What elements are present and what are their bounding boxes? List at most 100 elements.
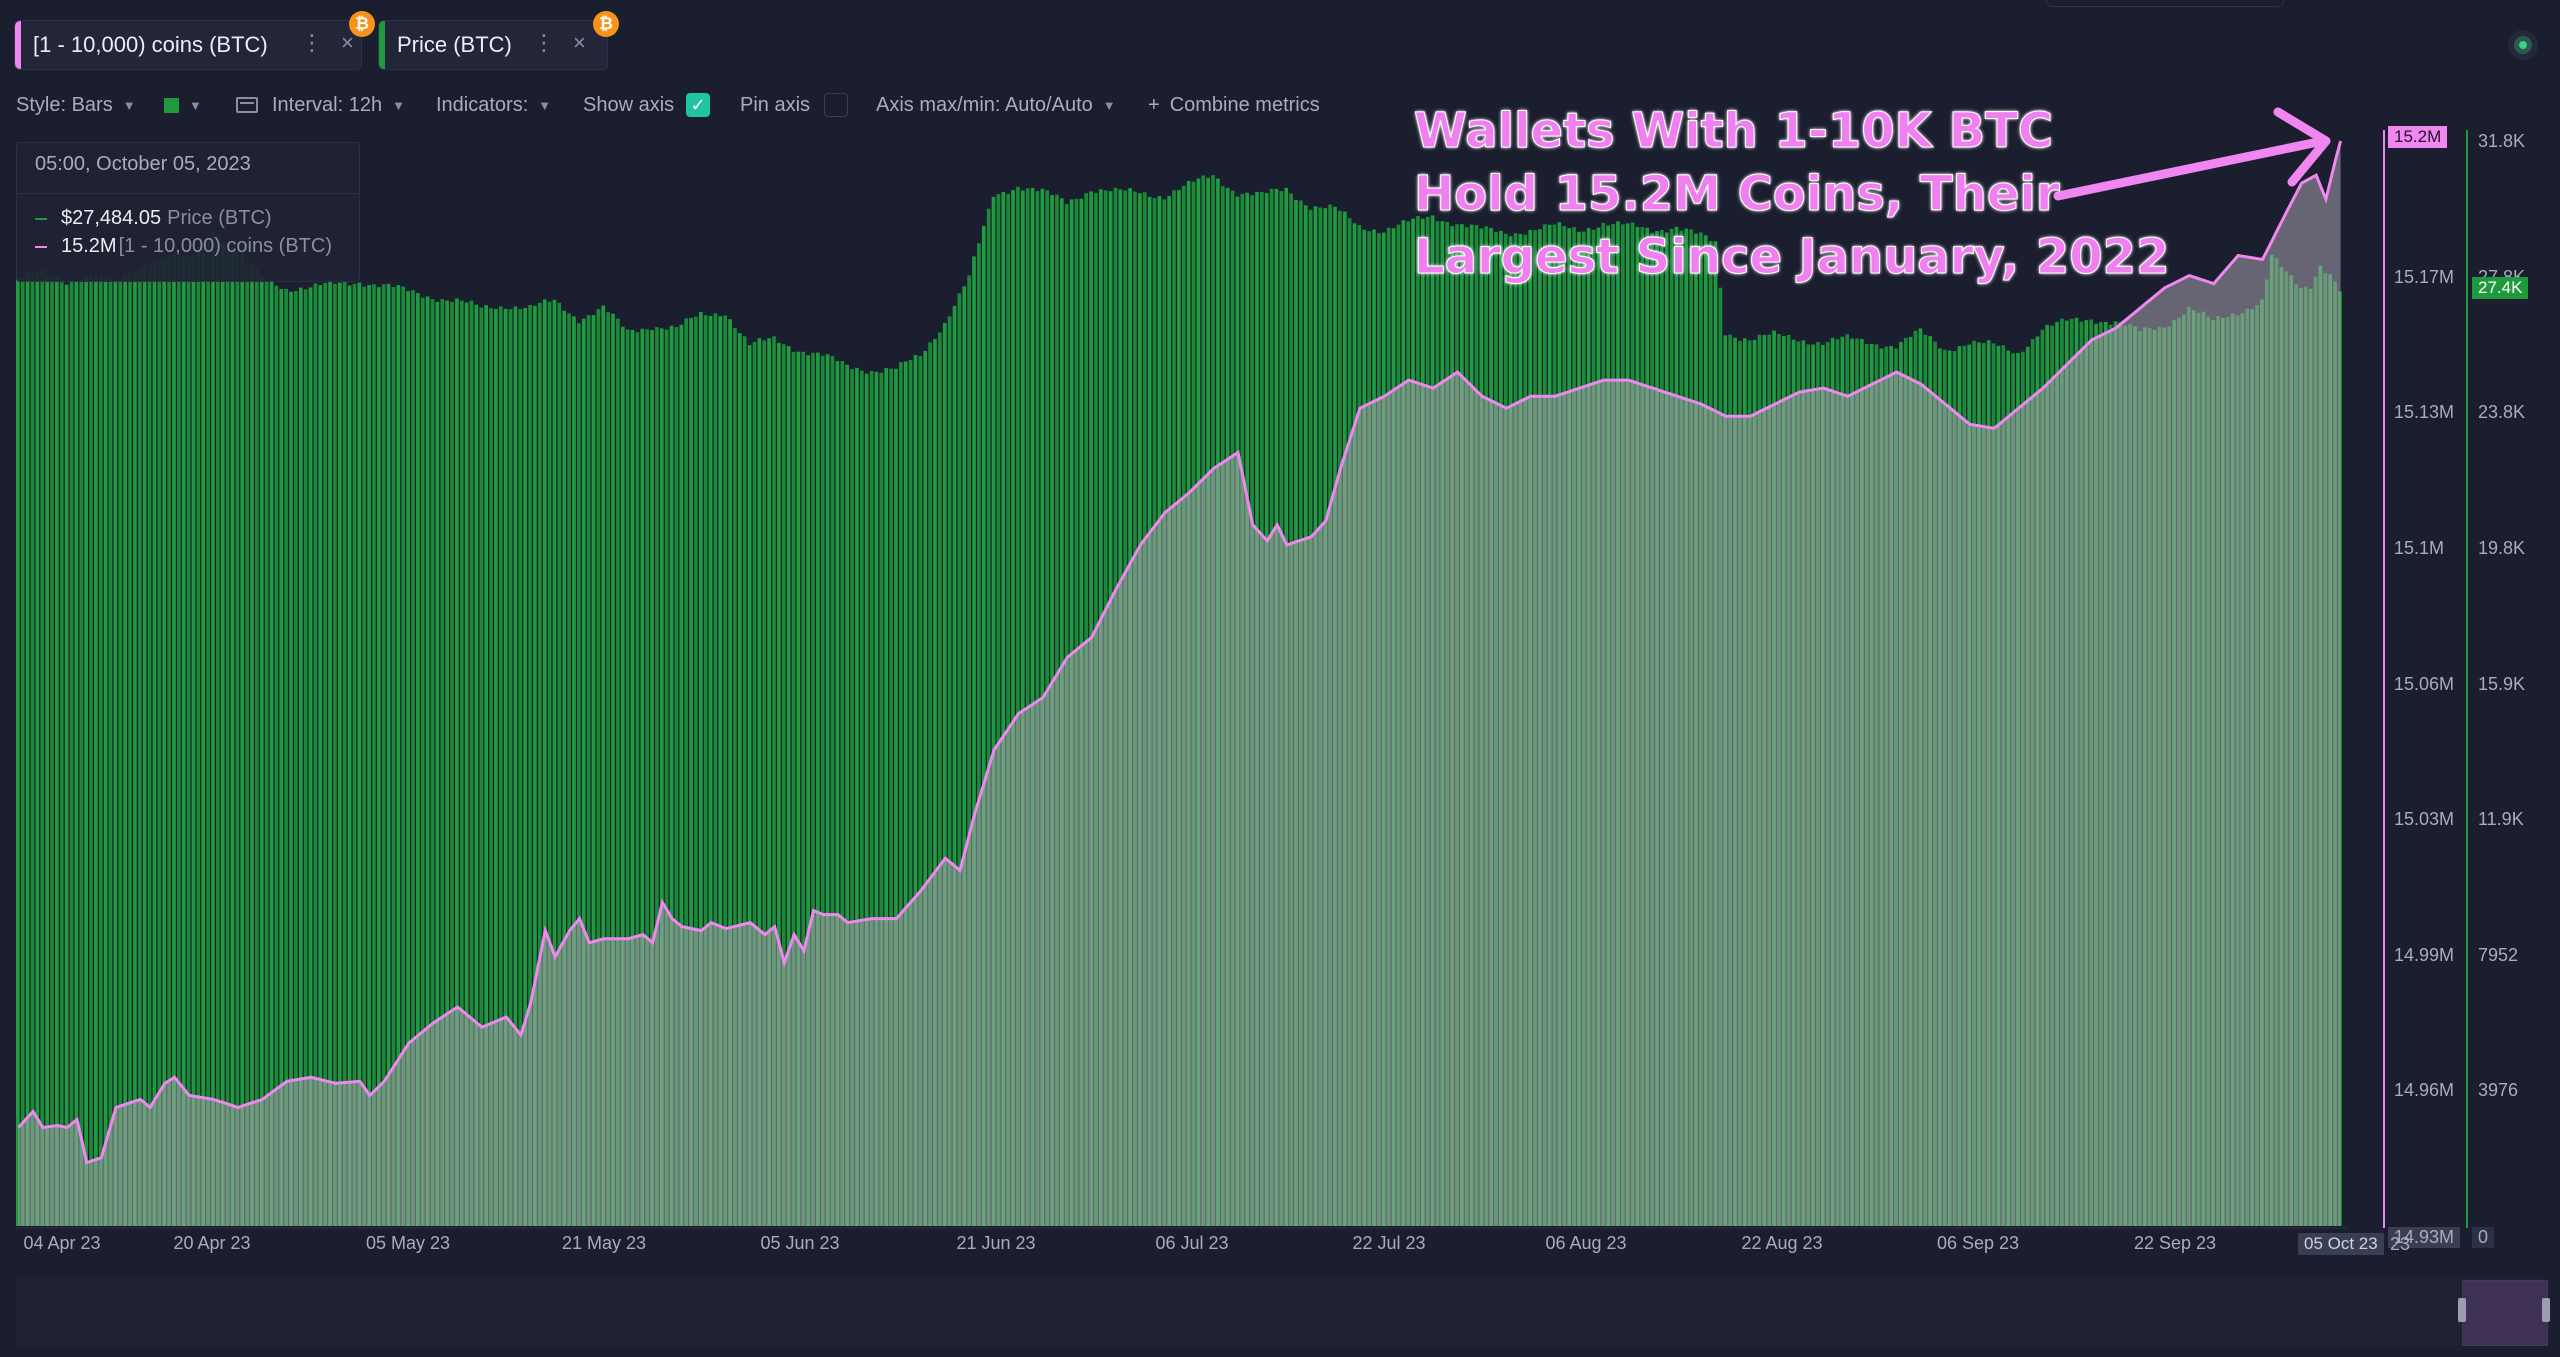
price-axis-tick: 15.9K [2478, 673, 2526, 694]
price-bar [738, 333, 742, 1226]
legend-date: 05:00, October 05, 2023 [35, 153, 251, 175]
price-bar [977, 243, 981, 1226]
price-bar [616, 318, 620, 1227]
price-bar [645, 329, 649, 1226]
price-bar [289, 291, 293, 1227]
metric-tab-price[interactable]: Price (BTC) ⋮ × ₿ [378, 11, 619, 70]
price-bar [435, 301, 440, 1226]
pin-axis-toggle[interactable]: Pin axis [740, 90, 849, 120]
metric-color-stripe [379, 21, 385, 69]
price-bar [464, 302, 469, 1227]
annotation-line: Largest Since January, 2022 [1414, 229, 2170, 286]
x-axis-tick: 22 Aug 23 [1741, 1233, 1823, 1253]
price-bar [913, 355, 918, 1226]
price-bar [323, 282, 328, 1226]
legend-price-value: $27,484.05 [61, 207, 162, 229]
axis-maxmin-label: Axis max/min: Auto/Auto [876, 93, 1093, 116]
price-bar [108, 279, 113, 1226]
calendar-icon [236, 97, 258, 113]
price-bar [279, 289, 284, 1226]
status-indicator-icon[interactable] [2514, 36, 2532, 54]
x-axis-tick: 21 May 23 [561, 1233, 647, 1253]
price-bar [703, 315, 708, 1227]
price-bar [650, 330, 654, 1226]
price-bar [503, 308, 508, 1226]
price-bar [484, 305, 489, 1227]
price-bar [523, 307, 528, 1226]
axis-maxmin-dropdown[interactable]: Axis max/min: Auto/Auto ▼ [876, 90, 1116, 120]
x-axis-tick: 04 Apr 23 [23, 1233, 101, 1253]
price-bar [430, 298, 435, 1226]
price-bar [596, 309, 601, 1226]
price-bar [635, 332, 640, 1227]
metric-color-stripe [15, 21, 21, 69]
combine-metrics-button[interactable]: + Combine metrics [1148, 90, 1320, 120]
price-bar [742, 336, 747, 1226]
coins-axis-tick: 15.03M [2394, 809, 2455, 830]
price-bar [137, 266, 142, 1226]
price-bar [850, 369, 854, 1226]
interval-dropdown[interactable]: Interval: 12h ▼ [236, 90, 405, 120]
chevron-down-icon: ▼ [392, 97, 405, 113]
annotation-line: Hold 15.2M Coins, Their [1414, 166, 2061, 223]
price-bar [542, 299, 547, 1226]
price-bar [991, 196, 996, 1226]
price-bar [445, 300, 449, 1227]
coins-axis-tick: 15.1M [2394, 537, 2445, 558]
price-bar [811, 352, 815, 1226]
navigator-handle-right[interactable] [2542, 1298, 2550, 1322]
price-bar [420, 297, 425, 1226]
price-bar [698, 311, 703, 1227]
price-bar [611, 313, 615, 1226]
price-bar [406, 291, 410, 1226]
price-bar [50, 277, 54, 1227]
coins-current-tag: 15.2M [2388, 126, 2448, 148]
price-bar [723, 315, 728, 1227]
price-bar [869, 371, 874, 1226]
price-axis-tick: 0 [2472, 1227, 2495, 1248]
price-bar [401, 286, 406, 1226]
price-bar [557, 302, 562, 1226]
price-bar [752, 341, 757, 1226]
price-bar [1006, 193, 1010, 1227]
price-bar [591, 315, 596, 1226]
price-bar [528, 304, 532, 1226]
checkbox-unchecked-icon[interactable] [824, 93, 849, 117]
price-bar [377, 287, 381, 1226]
price-bar [859, 370, 864, 1226]
price-bar [777, 342, 781, 1227]
price-bar [269, 279, 274, 1227]
x-axis-tick: 05 May 23 [365, 1233, 451, 1253]
checkbox-checked-icon[interactable]: ✓ [686, 93, 711, 117]
price-bar [69, 280, 74, 1226]
show-axis-toggle[interactable]: Show axis ✓ [583, 90, 711, 120]
close-icon[interactable]: × [341, 30, 354, 55]
chevron-down-icon: ▼ [122, 97, 136, 113]
price-bar [894, 368, 898, 1226]
price-bar [381, 284, 386, 1226]
interval-label: Interval: 12h [272, 93, 383, 116]
price-bar [879, 372, 884, 1226]
coins-axis-tick: 15.13M [2394, 402, 2455, 423]
time-navigator[interactable] [16, 1278, 2546, 1346]
price-bar [923, 350, 928, 1227]
price-bar [781, 344, 786, 1226]
price-bar [791, 351, 796, 1227]
price-axis-tick: 3976 [2478, 1080, 2519, 1101]
navigator-handle-left[interactable] [2458, 1298, 2466, 1322]
indicators-dropdown[interactable]: Indicators: ▼ [436, 90, 551, 120]
more-options-icon[interactable]: ⋮ [301, 30, 323, 55]
price-bar [830, 356, 835, 1226]
metric-tab-coins[interactable]: [1 - 10,000) coins (BTC) ⋮ × ₿ [14, 11, 375, 70]
navigator-window[interactable] [2462, 1280, 2548, 1346]
coins-axis-tick: 15.17M [2394, 266, 2455, 287]
close-icon[interactable]: × [573, 30, 586, 55]
color-picker[interactable]: ▼ [164, 90, 202, 120]
price-bar [176, 257, 181, 1226]
more-options-icon[interactable]: ⋮ [533, 30, 555, 55]
style-dropdown[interactable]: Style: Bars ▼ [16, 90, 136, 120]
price-axis-tick: 23.8K [2478, 402, 2526, 423]
price-bar [123, 275, 127, 1226]
price-bar [196, 246, 201, 1226]
